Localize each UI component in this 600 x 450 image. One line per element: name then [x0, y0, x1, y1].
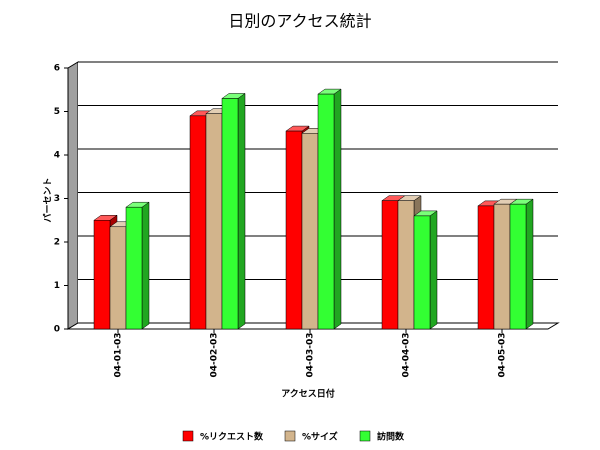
bar-front [301, 133, 319, 330]
bar-front [317, 93, 335, 330]
bar-front [189, 115, 207, 330]
bar-front [413, 215, 431, 330]
bar-side [429, 210, 438, 330]
bar-front [493, 203, 511, 330]
bar [509, 198, 534, 330]
y-tick-label: 1 [54, 281, 60, 291]
bar [125, 201, 150, 330]
bar-side [333, 88, 342, 330]
y-tick-label: 0 [54, 325, 60, 335]
bar-front [477, 205, 495, 330]
chart-title: 日別のアクセス統計 [228, 12, 371, 31]
bar-front [397, 200, 415, 330]
x-tick-label: 04-01-03 [114, 332, 124, 377]
y-axis-title: パーセント [42, 177, 54, 222]
legend-swatch [359, 430, 371, 442]
bar-front [285, 130, 303, 330]
x-tick-label: 04-03-03 [306, 332, 316, 377]
bar-side [237, 92, 246, 330]
y-tick-label: 6 [54, 64, 60, 74]
bar-side [141, 201, 150, 330]
bar [317, 88, 342, 330]
legend-label: %リクエスト数 [200, 431, 264, 443]
legend-label: 訪問数 [377, 431, 405, 443]
legend-label: %サイズ [302, 431, 338, 443]
x-tick-label: 04-05-03 [498, 332, 508, 377]
bar-front [205, 113, 223, 330]
bar-front [109, 226, 127, 330]
bar-front [125, 206, 143, 330]
y-tick-label: 5 [54, 107, 60, 117]
y-tick-label: 3 [54, 194, 60, 204]
left-wall [67, 61, 79, 330]
legend-swatch [182, 430, 194, 442]
bar-front [93, 220, 111, 330]
x-tick-label: 04-02-03 [210, 332, 220, 377]
bar-front [221, 98, 239, 330]
bar-side [525, 198, 534, 330]
bar [221, 92, 246, 330]
bar-front [509, 203, 527, 330]
y-tick-label: 4 [54, 151, 60, 161]
y-tick-label: 2 [54, 238, 60, 248]
legend-swatch [284, 430, 296, 442]
x-tick-label: 04-04-03 [402, 332, 412, 377]
x-axis-title: アクセス日付 [281, 388, 335, 400]
bar-front [381, 200, 399, 330]
bar [413, 210, 438, 330]
